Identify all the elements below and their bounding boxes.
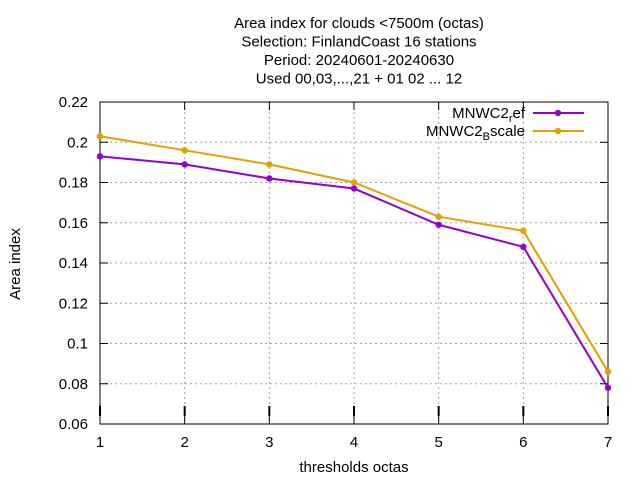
x-tick-label: 6 <box>519 434 527 451</box>
title-line: Period: 20240601-20240630 <box>264 52 454 69</box>
y-tick-label: 0.06 <box>59 416 88 433</box>
chart-title: Area index for clouds <7500m (octas) Sele… <box>234 15 484 88</box>
y-tick-label: 0.16 <box>59 215 88 232</box>
data-point <box>181 161 188 168</box>
data-point <box>350 185 358 192</box>
title-line: Used 00,03,...,21 + 01 02 ... 12 <box>256 71 462 88</box>
x-tick-label: 7 <box>604 434 612 451</box>
x-tick-label: 3 <box>265 434 273 451</box>
data-point <box>350 179 358 186</box>
x-tick-label: 2 <box>180 434 188 451</box>
x-tick-label: 1 <box>96 434 104 451</box>
y-tick-label: 0.1 <box>67 336 88 353</box>
legend-label: MNWC2Bscale <box>426 123 525 143</box>
data-point <box>604 384 612 391</box>
data-point <box>520 243 527 251</box>
y-tick-label: 0.2 <box>67 134 88 151</box>
title-line: Area index for clouds <7500m (octas) <box>234 15 484 32</box>
data-point <box>96 133 104 140</box>
y-axis-label: Area index <box>7 228 24 300</box>
y-tick-label: 0.18 <box>59 175 88 192</box>
legend-marker <box>554 109 562 117</box>
x-axis-label: thresholds octas <box>299 459 408 476</box>
legend-label: MNWC2ref <box>452 105 526 125</box>
data-point <box>181 147 188 154</box>
title-line: Selection: FinlandCoast 16 stations <box>241 34 476 51</box>
y-tick-labels: 0.06 0.08 0.1 0.12 0.14 0.16 0.18 0.2 0.22 <box>59 94 88 433</box>
data-point <box>266 175 273 182</box>
y-tick-label: 0.08 <box>59 376 88 393</box>
x-tick-labels: 1 2 3 4 5 6 7 <box>96 434 612 451</box>
plot-frame <box>99 101 609 425</box>
legend-marker <box>554 127 562 135</box>
data-point <box>435 213 442 220</box>
x-tick-label: 4 <box>350 434 358 451</box>
x-tick-label: 5 <box>434 434 442 451</box>
grid-lines <box>100 102 608 424</box>
data-point <box>520 227 527 234</box>
data-point <box>266 161 273 168</box>
y-tick-label: 0.12 <box>59 295 88 312</box>
y-tick-label: 0.22 <box>59 94 88 111</box>
series-layer <box>96 133 612 391</box>
data-point <box>96 153 104 160</box>
data-point <box>604 368 612 375</box>
data-point <box>435 221 442 228</box>
y-tick-label: 0.14 <box>59 255 88 272</box>
